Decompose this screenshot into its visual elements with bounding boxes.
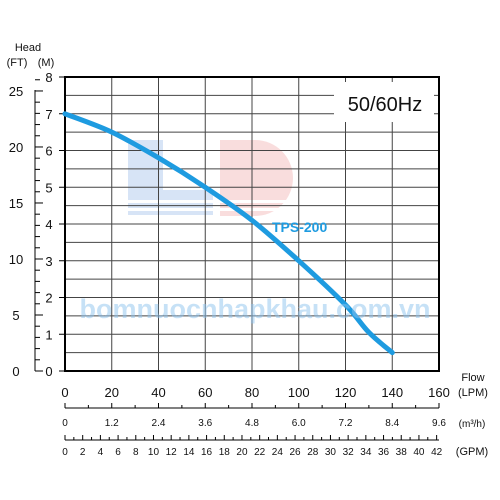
- y-tick-label-ft: 20: [9, 140, 23, 155]
- x-tick-label-gpm: 12: [166, 447, 178, 458]
- x-tick-label-lpm: 0: [61, 385, 68, 400]
- x-axis-gpm-ticks: 0 2 4 6 8 10 12 14 16 18 20 22 24 26 28 30 32 34 36 38 40 42: [62, 435, 443, 458]
- head-axis-label: Head: [15, 42, 41, 54]
- y-tick-label-m: 7: [45, 107, 52, 122]
- chart-title: 50/60Hz: [348, 94, 423, 116]
- y-tick-label-m: 1: [45, 327, 52, 342]
- y-tick-label-ft: 25: [9, 84, 23, 99]
- y-tick-label-m: 4: [45, 217, 52, 232]
- grid-lines: [65, 77, 439, 371]
- y-tick-label-ft: 0: [12, 364, 19, 379]
- y-tick-label-m: 8: [45, 70, 52, 85]
- site-watermark: bomnuocnhapkhau.com.vn: [79, 294, 430, 324]
- x-tick-label-gpm: 26: [289, 447, 301, 458]
- y-tick-label-m: 6: [45, 144, 52, 159]
- x-tick-label-m3h: 3.6: [198, 418, 212, 429]
- lpm-unit-label: (LPM): [458, 387, 488, 399]
- x-tick-label-m3h: 4.8: [245, 418, 259, 429]
- x-tick-label-m3h: 0: [62, 418, 68, 429]
- y-tick-label-m: 0: [45, 364, 52, 379]
- x-tick-label-m3h: 1.2: [105, 418, 119, 429]
- x-tick-label-m3h: 7.2: [339, 418, 353, 429]
- x-tick-label-gpm: 22: [254, 447, 266, 458]
- x-tick-label-gpm: 36: [378, 447, 390, 458]
- x-tick-label-gpm: 28: [307, 447, 319, 458]
- x-tick-label-gpm: 34: [360, 447, 372, 458]
- x-tick-label-gpm: 24: [272, 447, 284, 458]
- x-tick-label-gpm: 40: [413, 447, 425, 458]
- x-axis-m3h-ticks: 0 1.2 2.4 3.6 4.8 6.0 7.2 8.4 9.6: [62, 403, 446, 429]
- x-tick-label-gpm: 32: [343, 447, 355, 458]
- x-tick-label-lpm: 160: [428, 385, 450, 400]
- x-tick-label-lpm: 120: [335, 385, 357, 400]
- x-tick-label-lpm: 40: [151, 385, 165, 400]
- x-tick-label-m3h: 6.0: [292, 418, 306, 429]
- x-tick-label-lpm: 60: [198, 385, 212, 400]
- ft-unit-label: (FT): [7, 57, 28, 69]
- y-tick-label-m: 3: [45, 254, 52, 269]
- x-tick-label-gpm: 38: [396, 447, 408, 458]
- x-tick-label-gpm: 10: [148, 447, 160, 458]
- y-axis-ft-ticks: 0 5 10 15 20 25: [9, 79, 43, 379]
- series-line-tps-200: [62, 111, 395, 356]
- x-axis-lpm-ticks: 0 20 40 60 80 100 120 140 160: [61, 385, 449, 400]
- x-tick-label-gpm: 8: [133, 447, 139, 458]
- x-tick-label-gpm: 14: [183, 447, 195, 458]
- gpm-unit-label: (GPM): [456, 446, 488, 458]
- x-tick-label-m3h: 8.4: [385, 418, 399, 429]
- x-tick-label-gpm: 18: [219, 447, 231, 458]
- m3h-unit-label: (m³/h): [459, 419, 486, 430]
- x-tick-label-gpm: 16: [201, 447, 213, 458]
- y-tick-label-m: 2: [45, 291, 52, 306]
- x-tick-label-m3h: 9.6: [432, 418, 446, 429]
- y-axis-m-ticks: 0 1 2 3 4 5 6 7 8: [45, 70, 65, 379]
- x-tick-label-gpm: 30: [325, 447, 337, 458]
- y-tick-label-ft: 15: [9, 196, 23, 211]
- y-tick-label-ft: 10: [9, 252, 23, 267]
- y-tick-label-ft: 5: [12, 308, 19, 323]
- x-tick-label-m3h: 2.4: [152, 418, 166, 429]
- series-label-tps-200: TPS-200: [272, 219, 327, 235]
- x-tick-label-gpm: 0: [62, 447, 68, 458]
- x-tick-label-lpm: 20: [105, 385, 119, 400]
- x-tick-label-lpm: 100: [288, 385, 310, 400]
- title-box: [334, 82, 434, 122]
- m-unit-label: (M): [38, 57, 55, 69]
- x-tick-label-gpm: 6: [115, 447, 121, 458]
- x-tick-label-gpm: 4: [98, 447, 104, 458]
- x-tick-label-gpm: 20: [236, 447, 248, 458]
- x-tick-label-gpm: 2: [80, 447, 86, 458]
- y-tick-label-m: 5: [45, 180, 52, 195]
- x-tick-label-lpm: 140: [381, 385, 403, 400]
- logo-watermark: [128, 140, 298, 216]
- x-tick-label-gpm: 42: [431, 447, 443, 458]
- flow-axis-label: Flow: [461, 372, 484, 384]
- x-tick-label-lpm: 80: [245, 385, 259, 400]
